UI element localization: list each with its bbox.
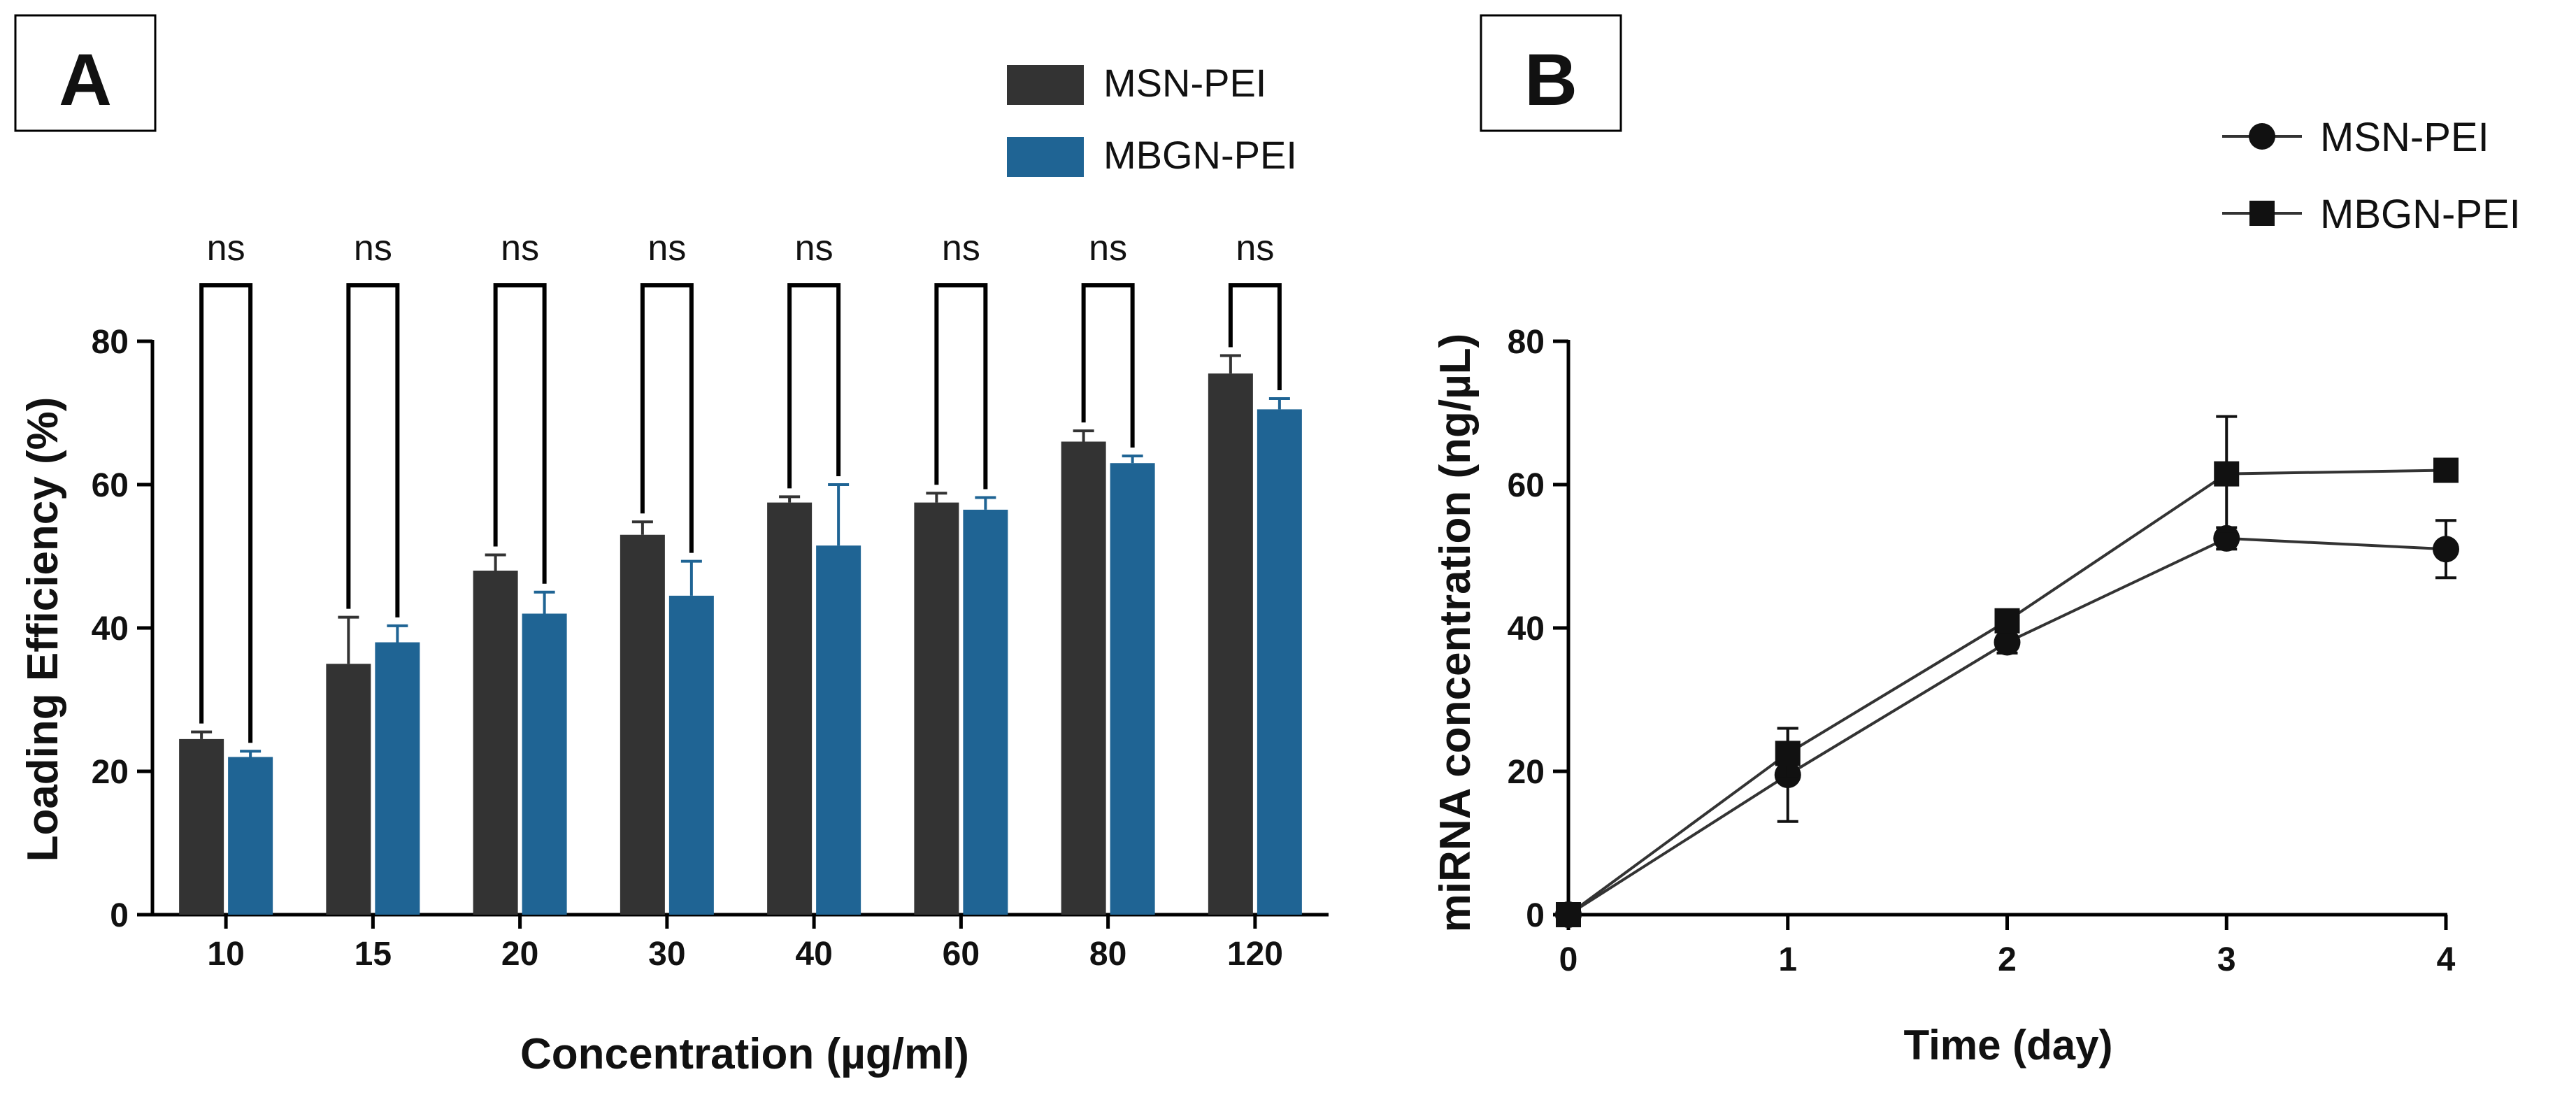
significance-bracket bbox=[640, 283, 694, 553]
panel-a-legend: MSN-PEI MBGN-PEI bbox=[1007, 61, 1297, 177]
legend-a-swatch-msn bbox=[1007, 65, 1084, 105]
panel-b-x-axis-title: Time (day) bbox=[1904, 1022, 2113, 1069]
panel-b-x-tick-label: 1 bbox=[1778, 941, 1797, 978]
panel-a-y-tick-label: 60 bbox=[92, 467, 129, 504]
bar-mbgn-pei bbox=[1110, 463, 1155, 915]
legend-a-label-mbgn: MBGN-PEI bbox=[1103, 133, 1297, 177]
panel-a-x-tick-label: 60 bbox=[943, 936, 980, 973]
legend-b-marker-msn bbox=[2249, 123, 2275, 150]
bar-mbgn-pei bbox=[1257, 409, 1302, 915]
significance-bracket bbox=[934, 283, 988, 490]
significance-bracket bbox=[346, 283, 400, 617]
line-msn-pei bbox=[1567, 536, 2447, 916]
bar-msn-pei bbox=[1208, 373, 1253, 915]
panel-a-x-axis-title: Concentration (µg/ml) bbox=[520, 1030, 969, 1078]
legend-a-swatch-mbgn bbox=[1007, 137, 1084, 177]
bar-msn-pei bbox=[620, 534, 665, 915]
legend-b-label-mbgn: MBGN-PEI bbox=[2320, 192, 2521, 237]
bar-msn-pei bbox=[767, 502, 813, 915]
line-mbgn-pei bbox=[1567, 469, 2447, 916]
bar-mbgn-pei bbox=[522, 613, 567, 915]
panel-a-label: A bbox=[59, 39, 112, 121]
point-msn-pei bbox=[1994, 629, 2021, 656]
legend-a-label-msn: MSN-PEI bbox=[1103, 61, 1266, 105]
significance-label: ns bbox=[795, 228, 833, 269]
panel-b-x-tick-label: 3 bbox=[2217, 941, 2236, 978]
panel-a-x-tick-label: 30 bbox=[648, 936, 685, 973]
panel-b-x-tick-label: 4 bbox=[2437, 941, 2456, 978]
panel-a-bars bbox=[179, 354, 1302, 915]
panel-a-y-tick-label: 0 bbox=[110, 897, 129, 934]
panel-b-label: B bbox=[1524, 39, 1577, 121]
panel-a-significance: ns ns ns ns ns ns ns ns bbox=[199, 228, 1282, 743]
panel-a-x-tick-label: 40 bbox=[795, 936, 832, 973]
panel-b-y-tick-label: 80 bbox=[1508, 324, 1545, 361]
bar-mbgn-pei bbox=[228, 757, 273, 915]
significance-label: ns bbox=[354, 228, 392, 269]
legend-b-label-msn: MSN-PEI bbox=[2320, 115, 2489, 160]
significance-bracket bbox=[199, 283, 253, 743]
panel-a-y-tick-label: 40 bbox=[92, 610, 129, 648]
panel-a-y-tick-label: 20 bbox=[92, 754, 129, 791]
point-mbgn-pei bbox=[2214, 461, 2240, 487]
panel-b-x-tick-label: 0 bbox=[1559, 941, 1578, 978]
bar-msn-pei bbox=[1061, 441, 1106, 915]
panel-b-y-tick-label: 60 bbox=[1508, 467, 1545, 504]
bar-msn-pei bbox=[914, 502, 959, 915]
panel-a-y-axis-title: Loading Efficiency (%) bbox=[19, 397, 67, 862]
point-mbgn-pei bbox=[1994, 608, 2020, 634]
bar-msn-pei bbox=[179, 738, 224, 915]
panel-b-y-axis-title: miRNA concentration (ng/µL) bbox=[1431, 334, 1480, 933]
significance-bracket bbox=[1228, 283, 1282, 390]
panel-a-y-tick-label: 80 bbox=[92, 324, 129, 361]
panel-b-lines bbox=[1555, 415, 2459, 928]
panel-b-y-tick-label: 20 bbox=[1508, 754, 1545, 791]
significance-bracket bbox=[493, 283, 547, 584]
bar-msn-pei bbox=[326, 664, 371, 915]
panel-b-label-box bbox=[1480, 14, 1622, 132]
panel-a-x-tick-label: 120 bbox=[1227, 936, 1283, 973]
point-msn-pei bbox=[2433, 536, 2459, 563]
point-mbgn-pei bbox=[2433, 457, 2459, 483]
significance-label: ns bbox=[942, 228, 980, 269]
panel-b-y-tick-label: 40 bbox=[1508, 610, 1545, 648]
bar-mbgn-pei bbox=[816, 545, 861, 915]
bar-mbgn-pei bbox=[963, 509, 1008, 915]
significance-label: ns bbox=[1089, 228, 1127, 269]
panel-b: B MSN-PEI MBGN-PEI 0 20 40 60 80 0 1 2 3 4 miRNA … bbox=[1431, 14, 2521, 1069]
panel-b-legend: MSN-PEI MBGN-PEI bbox=[2222, 115, 2521, 237]
significance-label: ns bbox=[647, 228, 686, 269]
panel-a-x-tick-label: 15 bbox=[355, 936, 392, 973]
significance-bracket bbox=[787, 283, 841, 489]
significance-label: ns bbox=[1236, 228, 1274, 269]
bar-mbgn-pei bbox=[668, 595, 714, 915]
panel-a-label-box bbox=[14, 14, 157, 132]
panel-b-y-tick-label: 0 bbox=[1526, 897, 1545, 934]
bar-msn-pei bbox=[473, 571, 518, 915]
panel-a: A MSN-PEI MBGN-PEI 0 20 40 60 80 10 15 20 30 40 60… bbox=[14, 14, 1329, 1078]
panel-a-x-tick-label: 80 bbox=[1089, 936, 1126, 973]
significance-bracket bbox=[1081, 283, 1135, 448]
legend-b-marker-mbgn bbox=[2249, 201, 2275, 226]
significance-label: ns bbox=[207, 228, 245, 269]
point-mbgn-pei bbox=[1556, 902, 1581, 927]
bar-mbgn-pei bbox=[375, 642, 420, 915]
significance-label: ns bbox=[501, 228, 539, 269]
panel-b-x-tick-label: 2 bbox=[1998, 941, 2017, 978]
point-mbgn-pei bbox=[1775, 741, 1801, 766]
panel-a-x-tick-label: 20 bbox=[501, 936, 538, 973]
panel-b-axes: 0 20 40 60 80 0 1 2 3 4 bbox=[1508, 324, 2456, 978]
panel-a-x-tick-label: 10 bbox=[207, 936, 244, 973]
